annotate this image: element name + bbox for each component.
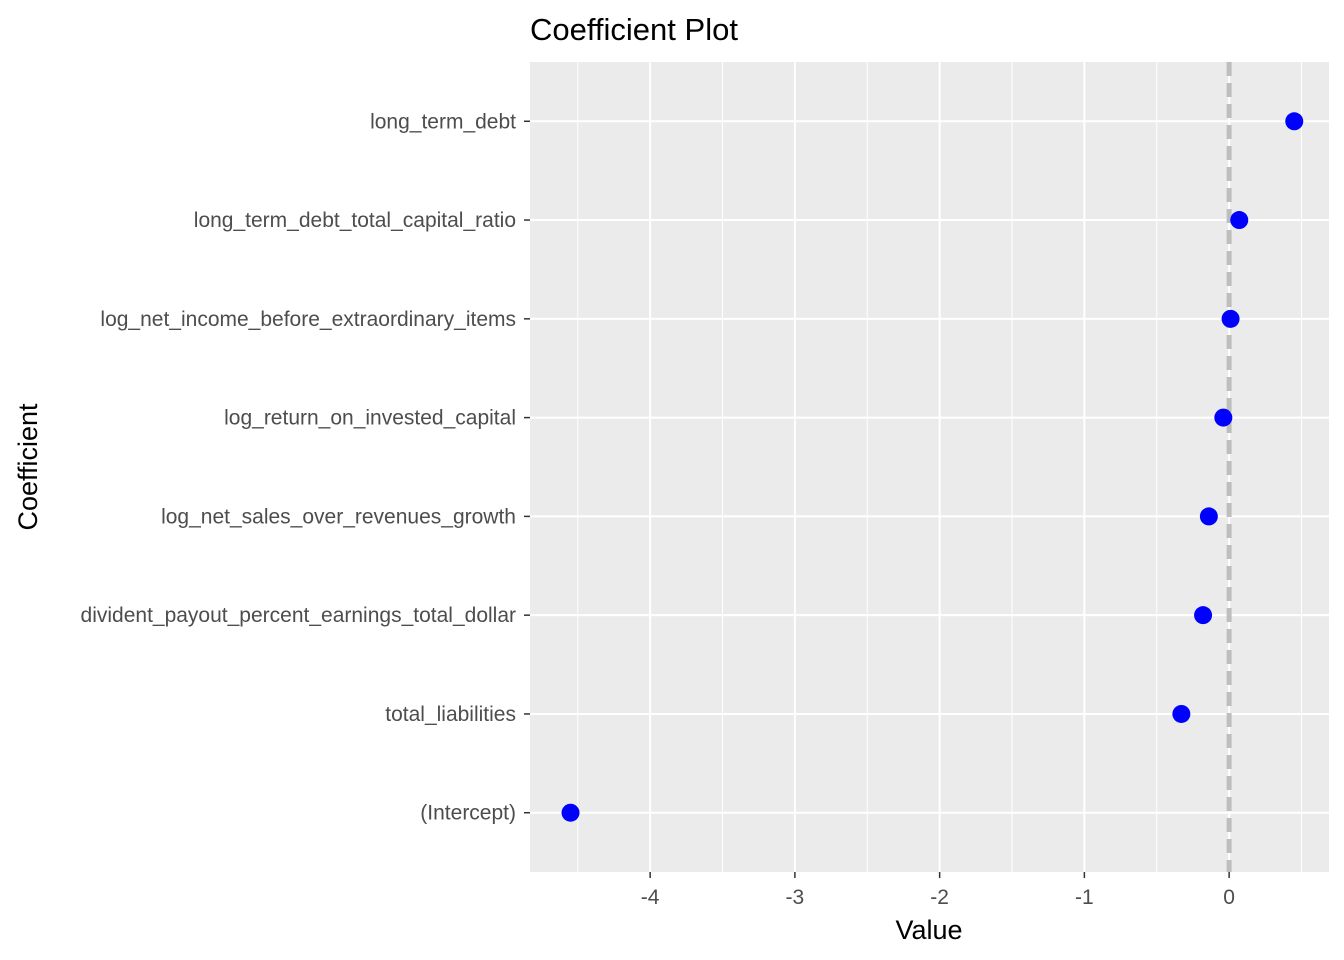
y-tick-label: log_return_on_invested_capital bbox=[224, 407, 516, 430]
data-points bbox=[561, 112, 1304, 822]
x-tick-label: -2 bbox=[930, 886, 949, 909]
data-point bbox=[1285, 112, 1304, 131]
y-tick-label: (Intercept) bbox=[420, 802, 516, 825]
x-axis: -4 -3 -2 -1 0 bbox=[641, 872, 1235, 909]
chart-title: Coefficient Plot bbox=[530, 12, 738, 47]
y-tick-label: long_term_debt_total_capital_ratio bbox=[194, 209, 516, 232]
data-point bbox=[1221, 309, 1240, 328]
data-point bbox=[1194, 606, 1213, 625]
y-tick-label: long_term_debt bbox=[370, 110, 516, 133]
x-tick-label: -1 bbox=[1075, 886, 1094, 909]
x-tick-label: -4 bbox=[641, 886, 660, 909]
data-point bbox=[1214, 408, 1233, 427]
y-tick-label: divident_payout_percent_earnings_total_d… bbox=[81, 604, 516, 627]
y-tick-label: total_liabilities bbox=[385, 703, 516, 726]
data-point bbox=[561, 803, 580, 822]
minor-gridlines bbox=[577, 62, 1302, 872]
y-axis: (Intercept) total_liabilities divident_pay… bbox=[81, 110, 530, 825]
data-point bbox=[1230, 211, 1249, 230]
x-tick-label: 0 bbox=[1223, 886, 1235, 909]
x-tick-label: -3 bbox=[786, 886, 805, 909]
y-axis-title: Coefficient bbox=[13, 403, 43, 531]
y-tick-label: log_net_income_before_extraordinary_item… bbox=[100, 308, 516, 331]
data-point bbox=[1172, 704, 1191, 723]
x-axis-title: Value bbox=[895, 915, 962, 945]
plot-panel bbox=[530, 62, 1329, 872]
y-tick-label: log_net_sales_over_revenues_growth bbox=[161, 505, 516, 528]
data-point bbox=[1199, 507, 1218, 526]
